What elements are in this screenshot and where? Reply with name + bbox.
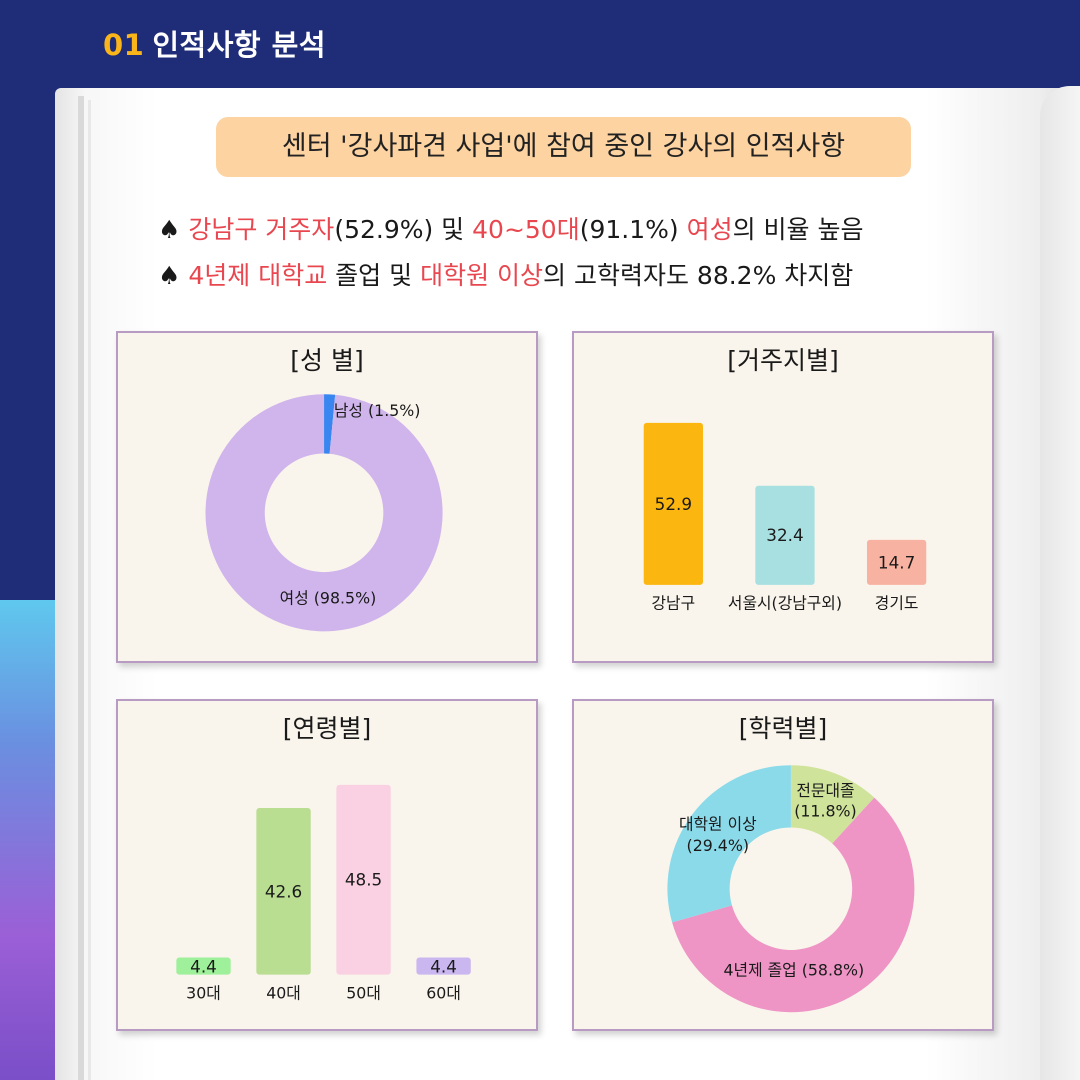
banner-title: 센터 '강사파견 사업'에 참여 중인 강사의 인적사항 — [216, 117, 911, 177]
bar-value-label: 48.5 — [345, 870, 382, 890]
slice-label: (11.8%) — [794, 802, 857, 821]
bullet-text: (52.9%) 및 — [334, 215, 473, 244]
category-label: 60대 — [426, 983, 461, 1002]
bar-강남구 — [643, 422, 703, 585]
category-label: 서울시(강남구외) — [728, 594, 842, 613]
highlight-text: 여성 — [686, 215, 733, 244]
slice-label: 대학원 이상 — [679, 814, 757, 833]
chart-title: [성 별] — [290, 346, 364, 375]
bar-30대 — [176, 957, 231, 975]
highlight-text: 대학원 이상 — [420, 261, 544, 290]
donut-slice-대학원 이상 — [667, 765, 791, 923]
section-header: 01 인적사항 분석 — [103, 22, 326, 64]
education-chart-panel: [학력별] 전문대졸 (11.8%) 4년제 졸업 (58.8%) 대학원 이상 (29… — [572, 699, 994, 1031]
category-label: 40대 — [266, 983, 301, 1002]
bar-value-label: 4.4 — [430, 957, 457, 977]
bar-50대 — [336, 784, 391, 975]
spade-icon: ♠ — [158, 215, 189, 244]
bullet-line-1: ♠ 강남구 거주자(52.9%) 및 40~50대(91.1%) 여성의 비율 … — [158, 207, 864, 253]
spade-icon: ♠ — [158, 261, 189, 290]
book-page-edge — [78, 96, 84, 1080]
category-label: 강남구 — [652, 594, 696, 613]
donut-slice-여성 — [205, 394, 443, 632]
bar-서울시(강남구외) — [755, 485, 815, 585]
chart-title: [거주지별] — [727, 346, 839, 375]
category-label: 50대 — [346, 983, 381, 1002]
bar-value-label: 4.4 — [190, 957, 217, 977]
donut-slice-4년제 졸업 — [672, 797, 915, 1013]
bullet-text: 의 고학력자도 88.2% 차지함 — [543, 261, 854, 290]
gender-chart-panel: [성 별] 남성 (1.5%) 여성 (98.5%) — [116, 331, 538, 663]
bullet-line-2: ♠ 4년제 대학교 졸업 및 대학원 이상의 고학력자도 88.2% 차지함 — [158, 253, 864, 299]
bar-경기도 — [866, 539, 927, 585]
bar-value-label: 14.7 — [878, 552, 915, 572]
residence-bar-chart: 52.9 강남구 32.4 서울시(강남구외) 14.7 경기도 — [643, 422, 927, 613]
chart-title: [학력별] — [738, 714, 828, 743]
bar-value-label: 52.9 — [655, 494, 692, 514]
slice-label: 전문대졸 — [796, 781, 854, 800]
bar-value-label: 42.6 — [265, 881, 302, 901]
category-label: 경기도 — [875, 594, 919, 613]
slice-label: 여성 (98.5%) — [280, 589, 377, 608]
highlight-text: 40~50대 — [472, 215, 580, 244]
slice-label: 남성 (1.5%) — [334, 401, 421, 420]
section-number: 01 — [103, 28, 145, 62]
residence-chart-panel: [거주지별] 52.9 강남구 32.4 서울시(강남구외) 14.7 경기도 — [572, 331, 994, 663]
bullet-text: (91.1%) — [579, 215, 687, 244]
donut-slice-남성 — [324, 394, 336, 454]
bullet-text: 의 비율 높음 — [732, 215, 864, 244]
highlight-text: 4년제 대학교 — [188, 261, 328, 290]
bar-60대 — [416, 957, 471, 975]
age-chart-panel: [연령별] 4.4 30대 42.6 40대 48.5 50대 4.4 60대 — [116, 699, 538, 1031]
education-donut-chart: 전문대졸 (11.8%) 4년제 졸업 (58.8%) 대학원 이상 (29.4%) — [667, 765, 915, 1013]
gender-donut-chart: 남성 (1.5%) 여성 (98.5%) — [205, 394, 443, 632]
book-page-edge-inner — [88, 100, 91, 1080]
bar-40대 — [256, 807, 311, 975]
background-gradient-left — [0, 600, 60, 1080]
donut-slice-전문대졸 — [790, 765, 875, 844]
chart-title: [연령별] — [282, 714, 372, 743]
bullet-text: 졸업 및 — [327, 261, 421, 290]
summary-bullets: ♠ 강남구 거주자(52.9%) 및 40~50대(91.1%) 여성의 비율 … — [158, 207, 864, 299]
section-title: 인적사항 분석 — [152, 28, 327, 62]
age-bar-chart: 4.4 30대 42.6 40대 48.5 50대 4.4 60대 — [176, 784, 471, 1002]
category-label: 30대 — [186, 983, 221, 1002]
slice-label: 4년제 졸업 (58.8%) — [723, 961, 864, 980]
book-page-right-curl — [1040, 86, 1080, 1080]
bar-value-label: 32.4 — [766, 525, 803, 545]
slice-label: (29.4%) — [687, 836, 750, 855]
highlight-text: 강남구 거주자 — [188, 215, 335, 244]
